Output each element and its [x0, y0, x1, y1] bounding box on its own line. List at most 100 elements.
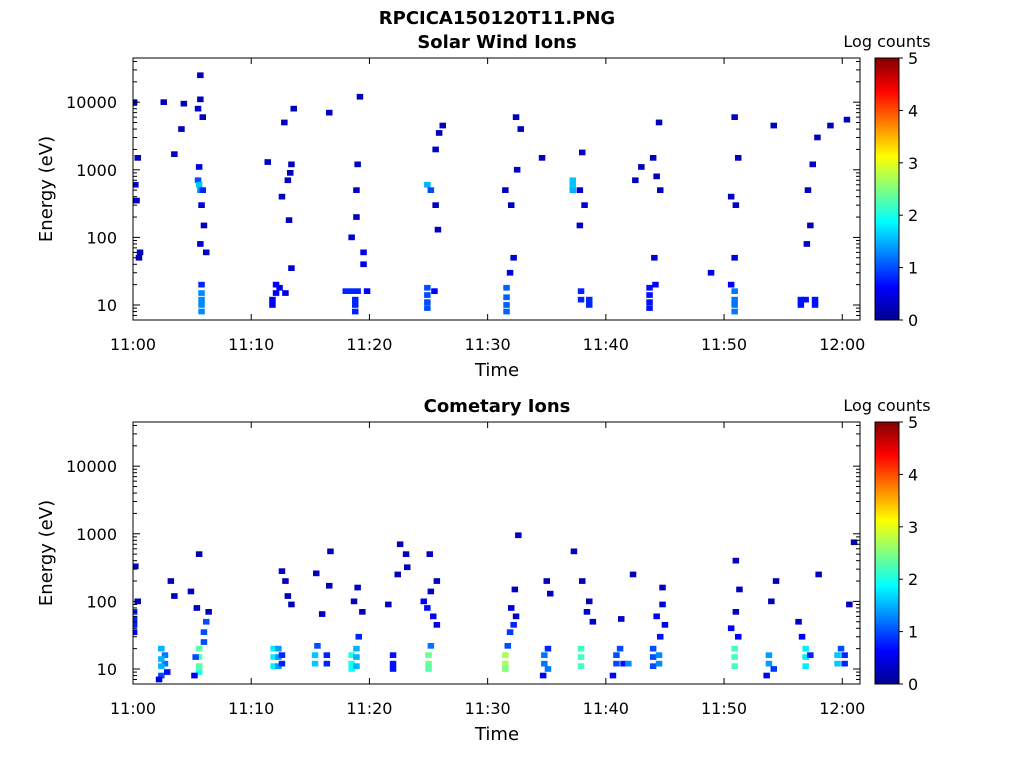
heatmap-cell: [288, 601, 295, 608]
heatmap-cell: [270, 654, 277, 660]
heatmap-cell: [353, 645, 360, 652]
heatmap-cell: [353, 663, 360, 669]
heatmap-cell: [569, 177, 576, 184]
heatmap-cell: [197, 72, 204, 79]
panel-cometary: Cometary Ions 11:00 11:10 11:20 11:30 11:40 1…: [36, 396, 931, 745]
colorbar-tick-label: 4: [908, 101, 918, 120]
x-tick-label: 11:50: [701, 335, 747, 354]
heatmap-cell: [586, 598, 593, 605]
heatmap-cell: [735, 633, 742, 640]
heatmap-cell: [171, 151, 178, 157]
heatmap-cell: [431, 288, 438, 294]
heatmap-cell: [649, 645, 657, 652]
heatmap-cell: [834, 660, 841, 667]
y-axis: 10 100 1000 10000: [66, 60, 860, 321]
heatmap-cell: [589, 618, 597, 625]
y-axis-label: Energy (eV): [36, 136, 57, 242]
heatmap-cell: [323, 660, 331, 667]
heatmap-cell: [515, 532, 522, 539]
heatmap-cell: [275, 654, 282, 660]
heatmap-cell: [288, 161, 295, 168]
heatmap-cell: [424, 605, 431, 611]
heatmap-cell: [282, 290, 289, 296]
heatmap-cell: [389, 660, 397, 667]
heatmap-cell: [803, 241, 811, 247]
heatmap-cell: [506, 629, 514, 635]
heatmap-cell: [731, 254, 738, 261]
heatmap-cell: [646, 284, 653, 291]
heatmap-cell: [197, 241, 204, 247]
x-tick-label: 11:10: [228, 335, 274, 354]
heatmap-cell: [272, 290, 280, 296]
x-tick-label: 11:40: [583, 699, 629, 718]
heatmap-cell: [581, 202, 588, 208]
heatmap-cell: [360, 249, 367, 256]
heatmap-cell: [659, 601, 666, 608]
heatmap-cell: [195, 654, 203, 660]
heatmap-cell: [837, 645, 845, 652]
heatmap-cell: [616, 645, 624, 652]
heatmap-cell: [506, 269, 514, 276]
heatmap-cell: [815, 571, 822, 578]
heatmap-cell: [613, 652, 620, 658]
heatmap-cell: [629, 571, 637, 578]
heatmap-cell: [195, 669, 203, 675]
heatmap-cell: [811, 296, 819, 303]
heatmap-cell: [802, 645, 809, 652]
colorbar-ticks: 0 1 2 3 4 5: [899, 49, 918, 330]
heatmap-cell: [512, 114, 520, 120]
x-tick-label: 11:40: [583, 335, 629, 354]
colorbar-gradient: [874, 421, 900, 685]
colorbar-tick-label: 3: [908, 518, 918, 537]
heatmap-cell: [180, 100, 188, 107]
y-tick-label: 100: [86, 228, 117, 247]
heatmap-cell: [583, 609, 591, 615]
heatmap-cell: [544, 666, 552, 672]
heatmap-cell: [632, 177, 639, 184]
heatmap-cell: [731, 645, 738, 652]
heatmap-cell: [541, 652, 548, 658]
heatmap-cell: [797, 302, 805, 308]
heatmap-cell: [802, 663, 809, 669]
heatmap-cell: [653, 173, 660, 180]
heatmap-cell: [543, 578, 550, 584]
heatmap-cell: [402, 551, 410, 557]
heatmap-cell: [579, 149, 586, 156]
heatmap-cell: [353, 654, 360, 660]
heatmap-cell: [313, 570, 320, 577]
heatmap-cell: [198, 281, 205, 288]
heatmap-cell: [348, 652, 355, 658]
heatmap-cell: [161, 652, 169, 658]
heatmap-cell: [732, 202, 740, 208]
heatmap-cell: [200, 222, 208, 229]
heatmap-cell: [765, 660, 773, 667]
heatmap-cell: [203, 249, 210, 256]
heatmap-cell: [191, 672, 198, 679]
heatmap-cell: [205, 609, 212, 615]
heatmap-cell: [194, 105, 202, 112]
heatmap-cell: [655, 119, 663, 126]
heatmap-cell: [424, 292, 431, 298]
x-axis-label: Time: [474, 724, 519, 745]
heatmap-cell: [511, 586, 519, 593]
heatmap-cell: [433, 622, 441, 628]
heatmap-cell: [281, 119, 288, 126]
heatmap-cell: [577, 288, 585, 294]
heatmap-cell: [586, 302, 593, 308]
heatmap-cell: [646, 292, 653, 298]
heatmap-cell: [134, 155, 141, 161]
heatmap-cell: [284, 177, 292, 184]
heatmap-cell: [432, 202, 439, 208]
heatmap-cell: [290, 105, 297, 112]
heatmap-cell: [430, 613, 437, 620]
heatmap-cell: [269, 296, 276, 303]
figure-title: RPCICA150120T11.PNG: [379, 8, 615, 29]
x-axis: 11:00 11:10 11:20 11:30 11:40 11:50 12:00: [110, 58, 865, 354]
heatmap-cell: [167, 578, 175, 584]
heatmap-cell: [200, 639, 208, 645]
heatmap-cell: [160, 99, 167, 105]
heatmap-cell: [287, 170, 294, 176]
heatmap-cell: [576, 187, 584, 193]
heatmap-cell: [394, 571, 401, 578]
heatmap-cell: [503, 284, 510, 291]
